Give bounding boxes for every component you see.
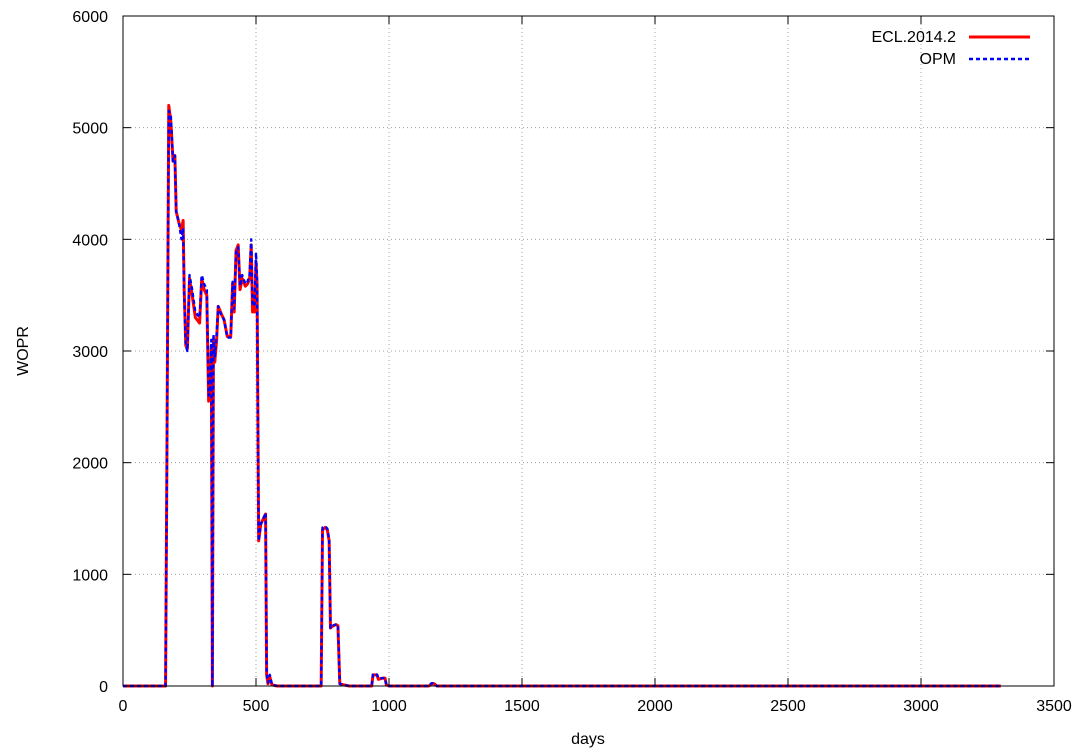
y-tick-labels: 0 1000 2000 3000 4000 5000 6000 [72, 9, 108, 696]
series-line-opm [123, 109, 1001, 688]
y-tick-label: 1000 [72, 567, 108, 584]
x-tick-label: 0 [119, 698, 128, 715]
y-tick-label: 0 [99, 679, 108, 696]
legend: ECL.2014.2 OPM [871, 29, 1030, 68]
x-tick-label: 1000 [371, 698, 407, 715]
y-tick-label: 2000 [72, 456, 108, 473]
x-tick-labels: 0 500 1000 1500 2000 2500 3000 3500 [119, 698, 1072, 715]
y-tick-label: 3000 [72, 344, 108, 361]
y-tick-label: 4000 [72, 232, 108, 249]
legend-label: OPM [920, 51, 956, 68]
series-layer [123, 103, 1001, 688]
x-tick-label: 2000 [637, 698, 673, 715]
axis-ticks [122, 15, 1055, 687]
y-tick-label: 5000 [72, 121, 108, 138]
series-line-ecl [123, 103, 1001, 688]
x-tick-label: 3000 [903, 698, 939, 715]
x-tick-label: 500 [243, 698, 270, 715]
x-tick-label: 1500 [504, 698, 540, 715]
x-tick-label: 3500 [1036, 698, 1072, 715]
grid-lines [123, 16, 1054, 686]
legend-label: ECL.2014.2 [871, 29, 956, 46]
x-axis-label: days [571, 731, 605, 748]
plot-frame [122, 15, 1055, 687]
x-tick-label: 2500 [770, 698, 806, 715]
y-tick-label: 6000 [72, 9, 108, 26]
y-axis-label: WOPR [15, 326, 32, 376]
